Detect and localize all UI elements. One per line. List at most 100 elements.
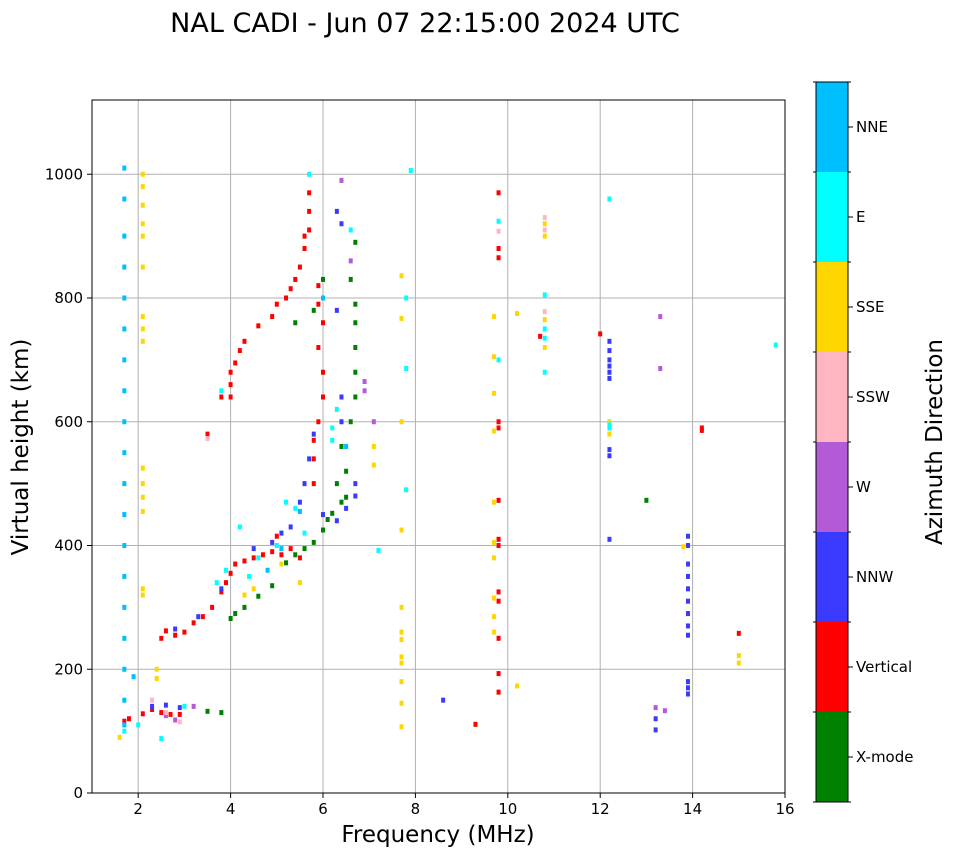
- echo-point-sse: [399, 654, 404, 660]
- colorbar-label-nnw: NNW: [856, 568, 893, 586]
- echo-point-sse: [140, 338, 145, 344]
- echo-point-sse: [140, 465, 145, 471]
- echo-point-e: [607, 422, 612, 428]
- echo-point-nne: [122, 419, 127, 425]
- colorbar-frame: [815, 81, 849, 803]
- echo-point-vertical: [316, 345, 321, 350]
- echo-point-nne: [122, 388, 127, 394]
- echo-point-vertical: [228, 382, 233, 388]
- echo-point-w: [371, 419, 376, 425]
- echo-point-x-mode: [242, 604, 247, 610]
- echo-point-e: [607, 425, 612, 431]
- echo-point-vertical: [293, 276, 298, 282]
- x-tick-label: 12: [591, 800, 610, 818]
- echo-point-sse: [542, 233, 547, 239]
- echo-point-sse: [607, 419, 612, 425]
- echo-point-e: [404, 295, 409, 301]
- echo-point-x-mode: [325, 517, 330, 523]
- echo-point-e: [404, 487, 409, 493]
- echo-point-vertical: [496, 589, 501, 595]
- echo-point-vertical: [321, 394, 325, 400]
- echo-point-nnw: [685, 691, 690, 697]
- echo-point-nnw: [150, 703, 155, 709]
- echo-point-sse: [491, 614, 496, 620]
- echo-points: [117, 165, 778, 742]
- echo-point-nnw: [607, 348, 612, 354]
- colorbar: X-mode Vertical NNW W SSW SSE E NNE: [813, 81, 913, 803]
- x-axis-label: Frequency (MHz): [341, 822, 534, 848]
- echo-point-nnw: [339, 221, 344, 227]
- colorbar-label-sse: SSE: [856, 298, 885, 316]
- echo-point-sse: [251, 586, 256, 592]
- colorbar-swatch: [816, 442, 848, 532]
- echo-point-vertical: [496, 255, 501, 261]
- echo-point-nne: [122, 326, 127, 332]
- echo-point-nnw: [653, 716, 658, 722]
- echo-point-nnw: [607, 363, 612, 369]
- echo-point-nne: [122, 573, 127, 579]
- echo-point-e: [256, 555, 261, 561]
- x-tick-label: 2: [133, 800, 143, 818]
- echo-point-vertical: [598, 331, 603, 337]
- echo-point-w: [362, 388, 367, 394]
- x-tick-label: 14: [683, 800, 702, 818]
- echo-point-vertical: [219, 589, 224, 595]
- echo-point-vertical: [284, 295, 289, 301]
- echo-point-vertical: [316, 283, 321, 289]
- echo-point-e: [542, 369, 547, 375]
- echo-point-nnw: [163, 702, 168, 708]
- echo-point-nnw: [685, 679, 690, 685]
- colorbar-swatch: [816, 82, 848, 172]
- echo-point-vertical: [122, 718, 127, 724]
- echo-point-vertical: [311, 456, 316, 462]
- echo-point-e: [274, 543, 279, 548]
- echo-point-vertical: [177, 711, 182, 717]
- echo-point-vertical: [205, 431, 210, 437]
- echo-point-ssw: [542, 227, 547, 233]
- echo-point-e: [223, 567, 228, 573]
- echo-point-vertical: [302, 246, 307, 251]
- echo-point-vertical: [699, 427, 704, 433]
- echo-point-nnw: [607, 375, 612, 381]
- echo-point-nne: [122, 512, 127, 518]
- echo-point-vertical: [182, 629, 187, 635]
- echo-point-e: [376, 547, 381, 553]
- echo-point-nne: [344, 444, 349, 449]
- echo-point-nnw: [307, 456, 312, 462]
- echo-point-vertical: [496, 246, 501, 251]
- y-axis-ticks: 0 200 400 600 800 1000: [45, 165, 92, 802]
- echo-point-vertical: [126, 716, 131, 722]
- echo-point-vertical: [297, 555, 302, 561]
- echo-point-e: [773, 342, 778, 348]
- echo-point-vertical: [316, 419, 321, 425]
- colorbar-label-x-mode: X-mode: [856, 748, 913, 766]
- echo-point-vertical: [311, 481, 316, 487]
- echo-point-nnw: [219, 586, 224, 592]
- echo-point-vertical: [251, 555, 256, 561]
- grid-lines: [92, 100, 786, 794]
- echo-point-nne: [122, 543, 127, 548]
- echo-point-x-mode: [256, 593, 261, 599]
- echo-point-x-mode: [293, 320, 298, 326]
- echo-point-w: [339, 177, 344, 183]
- echo-point-vertical: [228, 369, 233, 375]
- echo-point-nnw: [607, 536, 612, 542]
- echo-point-sse: [736, 653, 741, 659]
- y-tick-label: 600: [54, 413, 83, 431]
- echo-point-vertical: [496, 598, 501, 604]
- echo-point-nnw: [334, 518, 339, 524]
- echo-point-ssw: [205, 435, 210, 441]
- echo-point-x-mode: [228, 616, 233, 622]
- echo-point-w: [662, 708, 667, 714]
- echo-point-x-mode: [311, 539, 316, 545]
- y-tick-label: 200: [54, 660, 83, 678]
- echo-point-vertical: [223, 580, 228, 586]
- echo-point-vertical: [260, 552, 265, 558]
- echo-point-sse: [515, 310, 520, 316]
- echo-point-sse: [542, 345, 547, 350]
- echo-point-nnw: [685, 533, 690, 539]
- echo-point-sse: [515, 683, 520, 689]
- echo-point-sse: [140, 184, 145, 190]
- colorbar-swatch: [816, 262, 848, 352]
